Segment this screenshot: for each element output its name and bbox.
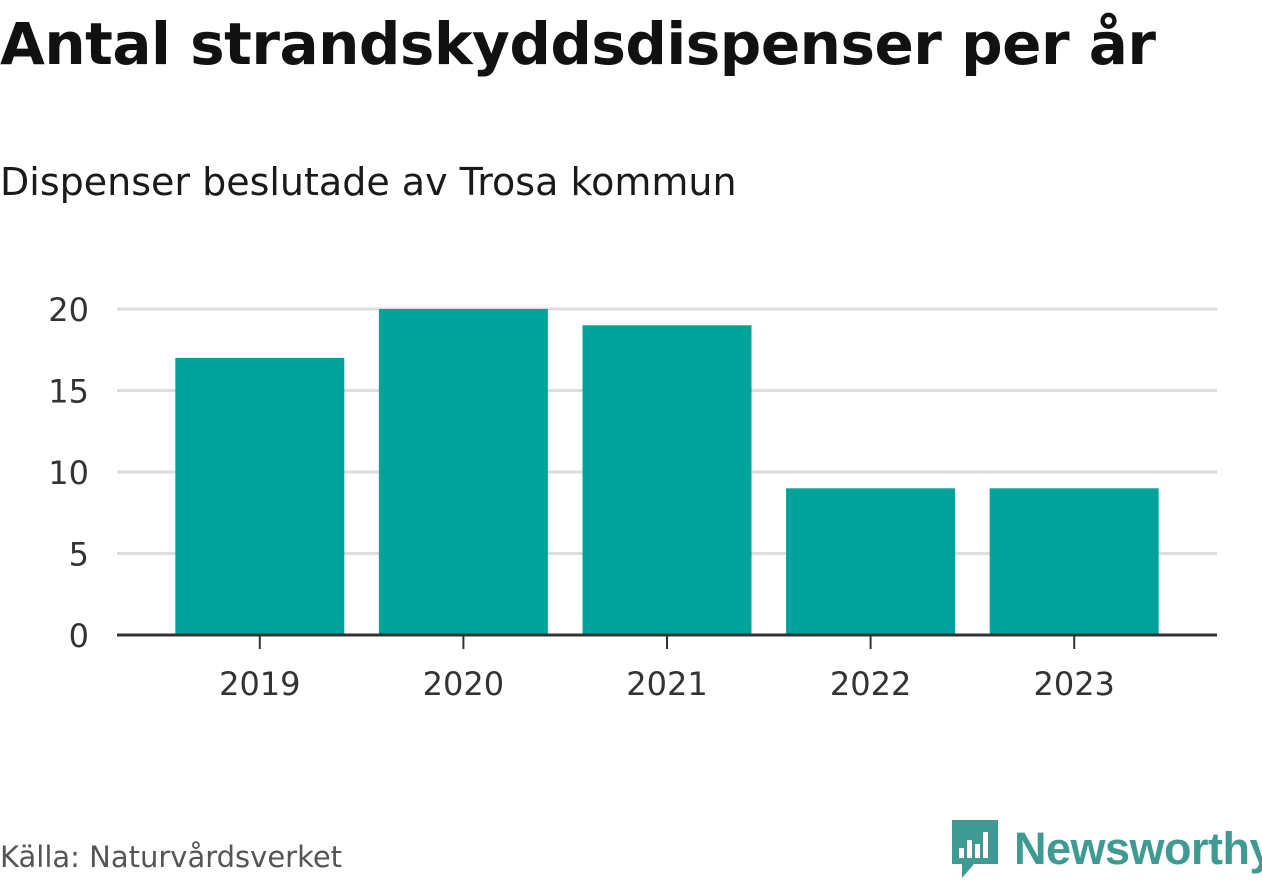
y-tick-label: 0: [69, 617, 89, 655]
y-tick-label: 5: [69, 536, 89, 574]
x-tick-label: 2019: [219, 665, 300, 703]
y-tick-label: 10: [48, 454, 89, 492]
bar-2021[interactable]: [582, 325, 752, 635]
bars: [175, 309, 1159, 635]
y-tick-label: 15: [48, 373, 89, 411]
x-axis-ticks: 2019 2020 2021 2022 2023: [219, 635, 1115, 703]
x-tick-label: 2022: [830, 665, 911, 703]
brand-logo[interactable]: Newsworthy: [950, 818, 1262, 880]
brand-name: Newsworthy: [1014, 823, 1262, 874]
x-tick-label: 2023: [1033, 665, 1114, 703]
bar-2023[interactable]: [989, 488, 1159, 635]
bar-2020[interactable]: [378, 309, 548, 635]
bar-2022[interactable]: [786, 488, 956, 635]
bar-2019[interactable]: [175, 357, 345, 635]
y-axis-ticks: 0 5 10 15 20: [48, 291, 89, 655]
bar-chart-bubble-icon: [952, 820, 998, 878]
y-tick-label: 20: [48, 291, 89, 329]
source-note: Källa: Naturvårdsverket: [0, 840, 343, 874]
x-tick-label: 2020: [423, 665, 504, 703]
chart-title: Antal strandskyddsdispenser per år: [0, 10, 1156, 78]
x-tick-label: 2021: [626, 665, 707, 703]
bar-chart: 0 5 10 15 20 2019 2020 2021 2022 2023: [48, 291, 1217, 703]
chart-subtitle: Dispenser beslutade av Trosa kommun: [0, 160, 737, 204]
